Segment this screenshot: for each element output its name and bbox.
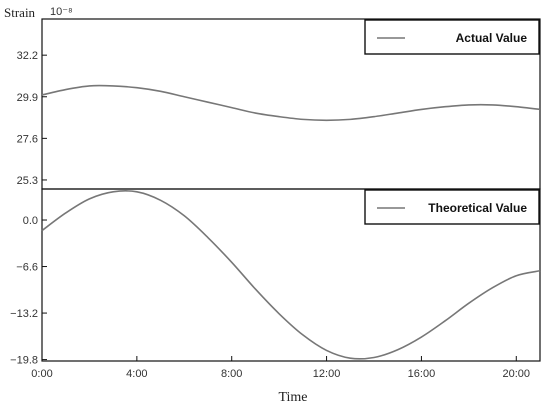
y-tick-label: 25.3 — [17, 175, 38, 187]
series-line-2-1 — [41, 190, 541, 360]
x-tick-label: 12:00 — [313, 368, 341, 380]
y-tick-label: 29.9 — [17, 92, 38, 104]
panel-2: 0.0 −6.6 −13.2 −19.8 Theoretical Value — [10, 188, 541, 367]
y-tick-label: 32.2 — [17, 50, 38, 62]
y-tick-label: 0.0 — [23, 215, 38, 227]
x-tick-label: 20:00 — [503, 368, 531, 380]
panel-1: 32.2 29.9 27.6 25.3 Actual Value — [17, 18, 541, 190]
y-tick-label: −19.8 — [10, 355, 38, 367]
x-tick-label: 4:00 — [126, 368, 147, 380]
legend-box — [364, 189, 540, 225]
y-axis-unit: 10⁻⁸ — [50, 6, 73, 18]
series-line-1-1 — [41, 84, 541, 122]
legend-label: Actual Value — [456, 31, 528, 45]
x-tick-label: 16:00 — [408, 368, 436, 380]
y-axis-title: Strain — [4, 5, 36, 20]
legend-box — [364, 19, 540, 55]
x-axis: 0:00 4:00 8:00 12:00 16:00 20:00 — [31, 356, 530, 380]
legend-label: Theoretical Value — [428, 201, 527, 215]
x-tick-label: 0:00 — [31, 368, 52, 380]
x-tick-label: 8:00 — [221, 368, 242, 380]
y-tick-label: −13.2 — [10, 308, 38, 320]
panels-layer: 32.2 29.9 27.6 25.3 Actual Value 0.0 −6.6 −13.2… — [10, 18, 541, 380]
panel-2-frame — [41, 188, 541, 362]
y-tick-label: −6.6 — [16, 262, 38, 274]
x-axis-title: Time — [278, 390, 307, 405]
y-tick-label: 27.6 — [17, 133, 38, 145]
